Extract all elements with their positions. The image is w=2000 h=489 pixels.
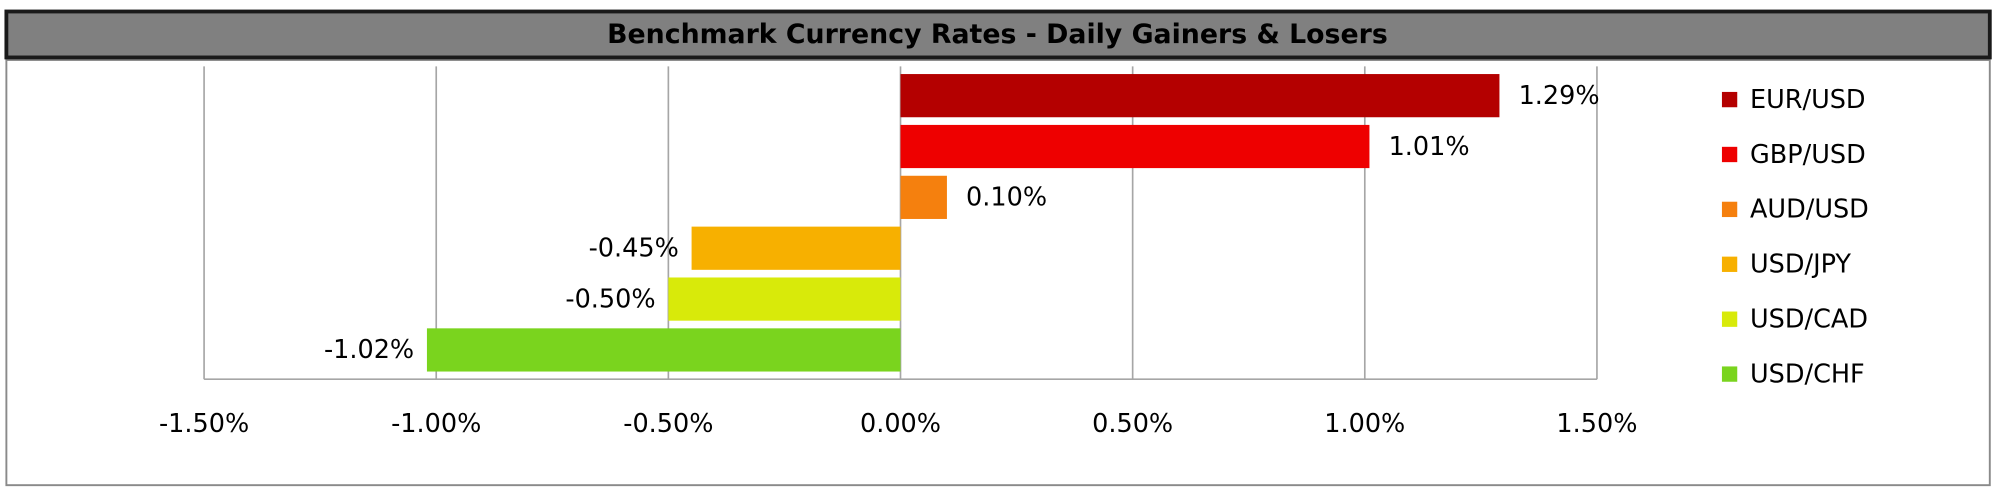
x-tick-label: -1.50% [159,409,249,439]
data-label: -1.02% [324,335,414,365]
legend-swatch [1721,366,1738,382]
bar [900,124,1370,169]
data-label: 1.29% [1519,81,1600,111]
legend-label: USD/CHF [1750,359,1865,389]
legend-swatch [1721,311,1738,327]
legend-label: GBP/USD [1750,140,1866,170]
bar [900,175,947,219]
legend-swatch [1721,256,1738,272]
x-tick-label: 0.50% [1092,409,1173,439]
data-label: 0.10% [966,183,1047,213]
x-tick-label: 1.50% [1556,409,1637,439]
bar [426,328,901,372]
bar [691,226,901,270]
data-label: 1.01% [1389,132,1470,162]
chart-frame [5,59,1991,487]
bar [668,277,901,321]
bar [900,74,1500,118]
legend-swatch [1721,146,1738,163]
x-tick-label: 0.00% [860,409,941,439]
chart-title: Benchmark Currency Rates - Daily Gainers… [607,19,1388,50]
x-tick-label: -0.50% [623,409,713,439]
x-tick-label: -1.00% [391,409,481,439]
legend-label: EUR/USD [1750,85,1866,115]
legend-label: USD/CAD [1750,304,1868,334]
title-bar [4,9,1992,60]
legend-swatch [1721,201,1738,218]
legend-label: USD/JPY [1750,250,1851,280]
data-label: -0.45% [589,233,679,263]
legend-label: AUD/USD [1750,195,1869,225]
data-label: -0.50% [565,284,655,314]
legend-swatch [1721,91,1738,108]
x-tick-label: 1.00% [1324,409,1405,439]
